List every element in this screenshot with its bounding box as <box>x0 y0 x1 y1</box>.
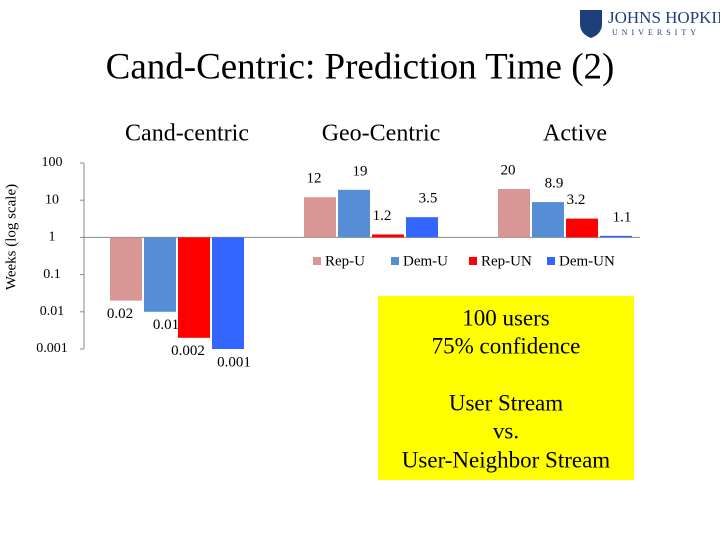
y-tick-label: 1 <box>49 230 56 245</box>
bar <box>178 237 210 338</box>
y-tick-label: 10 <box>45 192 59 207</box>
data-label: 0.02 <box>107 306 133 322</box>
bar <box>498 189 530 238</box>
chart-title: Cand-Centric: Prediction Time (2) <box>106 46 615 87</box>
legend-label: Dem-UN <box>559 253 615 269</box>
bar <box>110 237 142 301</box>
y-tick-label: 0.001 <box>36 341 68 356</box>
note-line: User-Neighbor Stream <box>402 447 611 472</box>
category-label: Geo-Centric <box>322 121 441 147</box>
legend-label: Rep-UN <box>481 253 532 269</box>
bar <box>532 202 564 238</box>
bar <box>372 234 404 238</box>
y-axis-label: Weeks (log scale) <box>3 184 19 290</box>
data-label: 0.001 <box>217 354 251 370</box>
note-line: 75% confidence <box>432 333 581 358</box>
bar <box>144 237 176 312</box>
data-label: 1.2 <box>373 208 392 224</box>
legend-label: Rep-U <box>325 253 365 269</box>
y-tick-label: 100 <box>42 155 63 170</box>
data-label: 1.1 <box>613 209 632 225</box>
note-box <box>378 296 634 480</box>
data-label: 3.2 <box>567 192 586 208</box>
data-label: 19 <box>353 163 368 179</box>
note-line: vs. <box>493 418 519 443</box>
note-line: User Stream <box>449 390 563 415</box>
legend-label: Dem-U <box>403 253 448 269</box>
data-label: 3.5 <box>419 191 438 207</box>
bar <box>304 197 336 238</box>
legend-swatch <box>313 257 321 265</box>
data-label: 12 <box>307 171 322 187</box>
category-label: Cand-centric <box>125 121 249 147</box>
logo: JOHNS HOPKINS UNIVERSITY <box>580 8 720 38</box>
logo-name: JOHNS HOPKINS <box>608 8 720 27</box>
data-label: 20 <box>501 162 516 178</box>
note-line: 100 users <box>462 305 550 330</box>
legend-swatch <box>469 257 477 265</box>
data-label: 0.002 <box>171 343 205 359</box>
category-label: Active <box>543 121 607 147</box>
data-label: 0.01 <box>153 317 179 333</box>
logo-shield <box>580 10 602 38</box>
bar <box>212 237 244 349</box>
logo-subname: UNIVERSITY <box>612 28 700 37</box>
bar <box>566 218 598 238</box>
bar <box>338 189 370 238</box>
bar <box>600 235 632 238</box>
y-tick-label: 0.01 <box>40 304 65 319</box>
data-label: 8.9 <box>545 176 564 192</box>
y-tick-label: 0.1 <box>43 267 61 282</box>
legend-swatch <box>391 257 399 265</box>
legend-swatch <box>547 257 555 265</box>
bar <box>406 217 438 238</box>
